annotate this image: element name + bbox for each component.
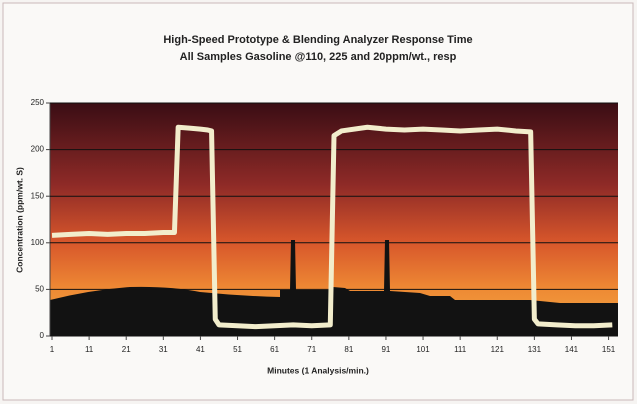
x-tick-label: 71 [307, 345, 316, 354]
x-tick-label: 41 [196, 345, 205, 354]
x-tick-label: 1 [50, 345, 55, 354]
y-tick-label: 150 [31, 191, 45, 200]
x-tick-label: 101 [416, 345, 430, 354]
y-tick-label: 0 [40, 331, 45, 340]
x-tick-label: 131 [528, 345, 542, 354]
x-tick-label: 151 [602, 345, 616, 354]
y-tick-label: 50 [35, 285, 44, 294]
chart: High-Speed Prototype & Blending Analyzer… [0, 0, 637, 404]
x-tick-label: 121 [491, 345, 505, 354]
x-tick-label: 91 [381, 345, 390, 354]
chart-subtitle: All Samples Gasoline @110, 225 and 20ppm… [180, 51, 457, 63]
x-tick-label: 111 [454, 345, 467, 354]
x-tick-label: 31 [159, 345, 168, 354]
chart-title: High-Speed Prototype & Blending Analyzer… [163, 34, 472, 46]
x-tick-label: 51 [233, 345, 242, 354]
y-axis-label: Concentration (ppm/wt. S) [14, 167, 24, 273]
x-tick-label: 81 [344, 345, 353, 354]
x-tick-label: 61 [270, 345, 279, 354]
x-tick-label: 141 [565, 345, 579, 354]
x-tick-label: 21 [122, 345, 131, 354]
x-axis-label: Minutes (1 Analysis/min.) [267, 365, 369, 375]
x-tick-label: 11 [85, 345, 94, 354]
y-tick-label: 100 [31, 238, 45, 247]
y-tick-label: 250 [31, 98, 45, 107]
y-tick-label: 200 [31, 145, 45, 154]
